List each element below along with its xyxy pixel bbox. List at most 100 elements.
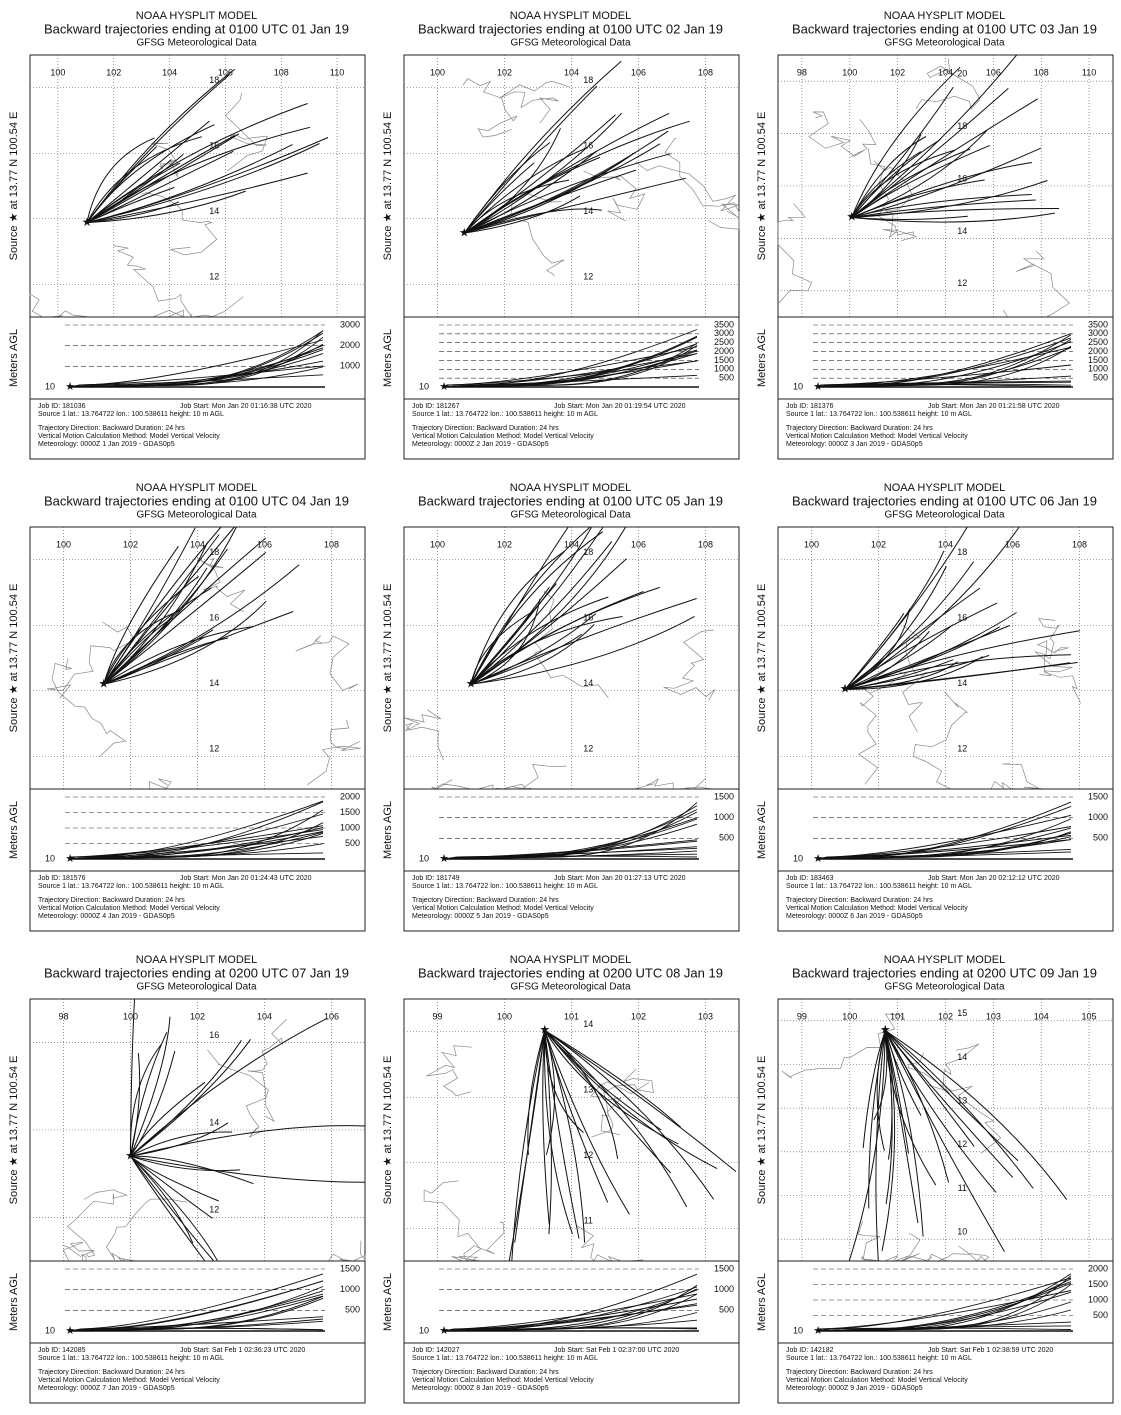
trajectory: [881, 1030, 896, 1252]
height-tick-label: 1500: [714, 355, 734, 365]
trajectory: [464, 128, 561, 234]
trajectory: [86, 146, 158, 223]
trajectory: [884, 1030, 1019, 1162]
meteorology-info: Meteorology: 0000Z 3 Jan 2019 - GDAS0p5: [786, 441, 923, 448]
job-id: Job ID: 181376: [786, 403, 834, 410]
trajectory: [851, 151, 922, 218]
lat-label: 18: [957, 121, 967, 131]
lon-label: 106: [324, 1011, 339, 1021]
model-title: NOAA HYSPLIT MODEL: [510, 954, 631, 966]
lon-label: 102: [631, 1011, 646, 1021]
trajectory: [884, 1030, 922, 1116]
direction-info: Trajectory Direction: Backward Duration:…: [38, 1369, 185, 1376]
source-label: Source ★ at 13.77 N 100.54 E: [8, 584, 20, 733]
lon-label: 99: [432, 1011, 442, 1021]
height-tick-label: 2000: [714, 346, 734, 356]
lat-label: 12: [957, 1139, 967, 1149]
direction-info: Trajectory Direction: Backward Duration:…: [786, 425, 933, 432]
height-trace: [69, 374, 324, 388]
lat-label: 18: [583, 75, 593, 85]
lon-label: 106: [1005, 539, 1020, 549]
lon-label: 106: [631, 539, 646, 549]
trajectory: [86, 201, 180, 224]
height-trace: [817, 337, 1072, 388]
meteorology-info: Meteorology: 0000Z 7 Jan 2019 - GDAS0p5: [38, 1385, 175, 1392]
source-info: Source 1 lat.: 13.764722 lon.: 100.53861…: [412, 883, 598, 890]
border: [247, 1018, 288, 1123]
source-height-label: 10: [45, 381, 55, 391]
map-frame: [777, 998, 1114, 1262]
height-tick-label: 1000: [340, 1284, 360, 1294]
trajectory: [884, 1030, 893, 1160]
lat-label: 11: [958, 1183, 967, 1193]
border: [808, 111, 867, 158]
height-tick-label: 2500: [1088, 337, 1108, 347]
lat-label: 15: [957, 1008, 967, 1018]
trajectory: [464, 120, 690, 234]
trajectory: [103, 567, 208, 685]
source-label: Source ★ at 13.77 N 100.54 E: [382, 112, 394, 261]
trajectory: [470, 633, 583, 685]
source-label: Source ★ at 13.77 N 100.54 E: [8, 112, 20, 261]
height-trace: [443, 374, 698, 388]
trajectory: [470, 526, 604, 685]
trajectory: [86, 172, 308, 224]
lon-label: 110: [1082, 67, 1096, 77]
source-star: ★: [125, 1148, 136, 1162]
meteorology-info: Meteorology: 0000Z 2 Jan 2019 - GDAS0p5: [412, 441, 549, 448]
source-label: Source ★ at 13.77 N 100.54 E: [382, 584, 394, 733]
trajectory: [544, 1030, 619, 1159]
source-star: ★: [466, 676, 477, 690]
trajectory: [130, 1081, 206, 1157]
model-title: NOAA HYSPLIT MODEL: [510, 10, 631, 22]
trajectory: [470, 612, 531, 685]
height-trace: [443, 360, 698, 388]
job-start: Job Start: Sat Feb 1 02:38:59 UTC 2020: [928, 1347, 1053, 1354]
height-tick-label: 1500: [1088, 355, 1108, 365]
met-data: GFSG Meteorological Data: [136, 510, 256, 521]
trajectory: [844, 630, 1080, 690]
height-trace: [443, 342, 698, 388]
height-trace: [817, 1283, 1072, 1332]
height-tick-label: 500: [1093, 373, 1108, 383]
lat-label: 14: [209, 206, 219, 216]
trajectory: [470, 586, 660, 685]
height-trace: [817, 839, 1072, 860]
job-start: Job Start: Mon Jan 20 02:12:12 UTC 2020: [928, 875, 1060, 882]
lat-label: 18: [209, 547, 219, 557]
trajectory: [86, 68, 235, 223]
height-tick-label: 1000: [714, 812, 734, 822]
height-trace: [443, 1286, 698, 1332]
met-data: GFSG Meteorological Data: [510, 38, 630, 49]
lon-label: 106: [257, 539, 272, 549]
height-tick-label: 2000: [1088, 1263, 1108, 1273]
lon-label: 102: [106, 67, 121, 77]
lon-label: 101: [564, 1011, 579, 1021]
job-start: Job Start: Mon Jan 20 01:21:58 UTC 2020: [928, 403, 1060, 410]
lon-label: 108: [1034, 67, 1049, 77]
height-trace: [443, 1293, 698, 1332]
trajectory: [103, 636, 206, 685]
direction-info: Trajectory Direction: Backward Duration:…: [786, 1369, 933, 1376]
model-title: NOAA HYSPLIT MODEL: [136, 10, 257, 22]
lat-label: 12: [209, 744, 219, 754]
source-info: Source 1 lat.: 13.764722 lon.: 100.53861…: [412, 1355, 598, 1362]
method-info: Vertical Motion Calculation Method: Mode…: [412, 433, 594, 440]
border: [1037, 618, 1082, 704]
trajectory: [544, 1030, 580, 1239]
height-trace: [443, 1312, 698, 1332]
lat-label: 16: [583, 141, 593, 151]
height-trace: [69, 809, 324, 860]
job-id: Job ID: 181576: [38, 875, 86, 882]
height-axis-label: Meters AGL: [8, 1273, 20, 1331]
lon-label: 104: [190, 539, 205, 549]
trajectory: [86, 143, 320, 224]
method-info: Vertical Motion Calculation Method: Mode…: [786, 1377, 968, 1384]
lon-label: 106: [218, 67, 233, 77]
lon-label: 100: [50, 67, 65, 77]
trajectory: [130, 1016, 171, 1157]
